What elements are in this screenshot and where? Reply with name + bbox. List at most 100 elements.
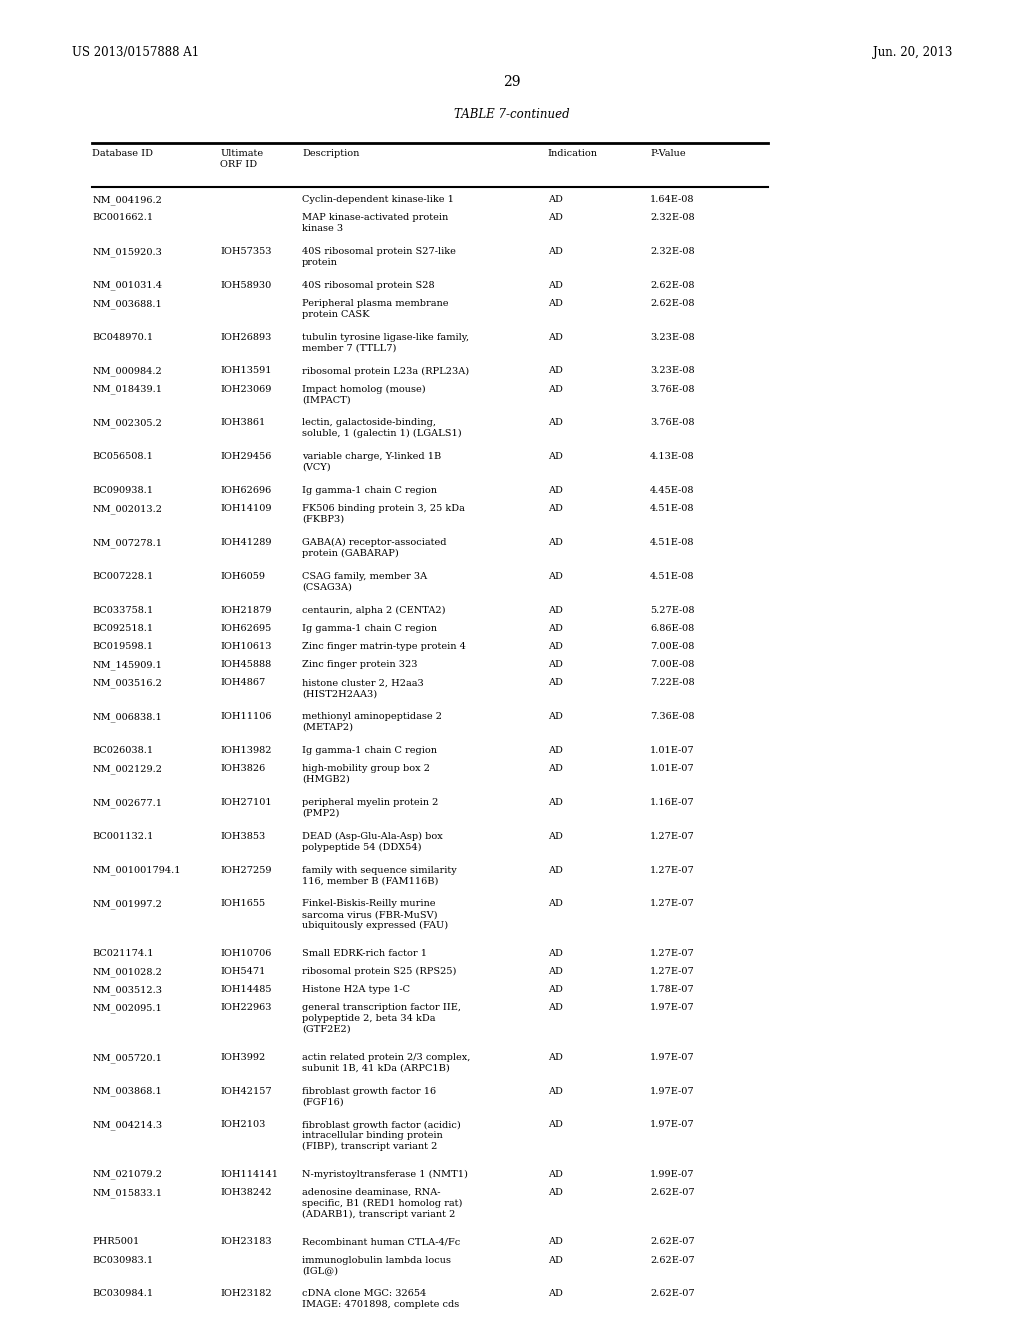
Text: 1.16E-07: 1.16E-07 <box>650 799 695 807</box>
Text: AD: AD <box>548 1053 563 1061</box>
Text: IOH58930: IOH58930 <box>220 281 271 289</box>
Text: 40S ribosomal protein S28: 40S ribosomal protein S28 <box>302 281 435 289</box>
Text: 2.62E-08: 2.62E-08 <box>650 298 694 308</box>
Text: methionyl aminopeptidase 2
(METAP2): methionyl aminopeptidase 2 (METAP2) <box>302 713 442 733</box>
Text: AD: AD <box>548 606 563 615</box>
Text: general transcription factor IIE,
polypeptide 2, beta 34 kDa
(GTF2E2): general transcription factor IIE, polype… <box>302 1003 461 1034</box>
Text: AD: AD <box>548 713 563 721</box>
Text: 1.27E-07: 1.27E-07 <box>650 949 695 958</box>
Text: BC048970.1: BC048970.1 <box>92 333 154 342</box>
Text: NM_015833.1: NM_015833.1 <box>92 1188 162 1197</box>
Text: TABLE 7-continued: TABLE 7-continued <box>455 108 569 121</box>
Text: 3.76E-08: 3.76E-08 <box>650 384 694 393</box>
Text: AD: AD <box>548 1003 563 1012</box>
Text: 4.45E-08: 4.45E-08 <box>650 486 694 495</box>
Text: AD: AD <box>548 298 563 308</box>
Text: IOH29456: IOH29456 <box>220 453 271 461</box>
Text: AD: AD <box>548 1121 563 1130</box>
Text: N-myristoyltransferase 1 (NMT1): N-myristoyltransferase 1 (NMT1) <box>302 1170 468 1179</box>
Text: 1.27E-07: 1.27E-07 <box>650 866 695 875</box>
Text: AD: AD <box>548 1237 563 1246</box>
Text: IOH57353: IOH57353 <box>220 247 271 256</box>
Text: IOH27101: IOH27101 <box>220 799 271 807</box>
Text: IOH10613: IOH10613 <box>220 642 271 651</box>
Text: NM_003512.3: NM_003512.3 <box>92 985 162 995</box>
Text: AD: AD <box>548 281 563 289</box>
Text: AD: AD <box>548 384 563 393</box>
Text: Zinc finger matrin-type protein 4: Zinc finger matrin-type protein 4 <box>302 642 466 651</box>
Text: NM_018439.1: NM_018439.1 <box>92 384 162 395</box>
Text: IOH14485: IOH14485 <box>220 985 271 994</box>
Text: AD: AD <box>548 624 563 632</box>
Text: BC030983.1: BC030983.1 <box>92 1255 154 1265</box>
Text: NM_003868.1: NM_003868.1 <box>92 1086 162 1097</box>
Text: Ig gamma-1 chain C region: Ig gamma-1 chain C region <box>302 486 437 495</box>
Text: IOH3853: IOH3853 <box>220 832 265 841</box>
Text: fibroblast growth factor (acidic)
intracellular binding protein
(FIBP), transcri: fibroblast growth factor (acidic) intrac… <box>302 1121 461 1151</box>
Text: AD: AD <box>548 985 563 994</box>
Text: AD: AD <box>548 1188 563 1197</box>
Text: NM_004196.2: NM_004196.2 <box>92 195 162 205</box>
Text: NM_002095.1: NM_002095.1 <box>92 1003 162 1014</box>
Text: AD: AD <box>548 504 563 513</box>
Text: 3.76E-08: 3.76E-08 <box>650 418 694 428</box>
Text: IOH13591: IOH13591 <box>220 367 271 375</box>
Text: IOH10706: IOH10706 <box>220 949 271 958</box>
Text: 2.62E-07: 2.62E-07 <box>650 1290 695 1299</box>
Text: BC021174.1: BC021174.1 <box>92 949 154 958</box>
Text: peripheral myelin protein 2
(PMP2): peripheral myelin protein 2 (PMP2) <box>302 799 438 818</box>
Text: NM_000984.2: NM_000984.2 <box>92 367 162 376</box>
Text: NM_006838.1: NM_006838.1 <box>92 713 162 722</box>
Text: Finkel-Biskis-Reilly murine
sarcoma virus (FBR-MuSV)
ubiquitously expressed (FAU: Finkel-Biskis-Reilly murine sarcoma viru… <box>302 899 449 931</box>
Text: IOH4867: IOH4867 <box>220 678 265 688</box>
Text: 4.51E-08: 4.51E-08 <box>650 504 694 513</box>
Text: AD: AD <box>548 213 563 222</box>
Text: Peripheral plasma membrane
protein CASK: Peripheral plasma membrane protein CASK <box>302 298 449 318</box>
Text: ribosomal protein L23a (RPL23A): ribosomal protein L23a (RPL23A) <box>302 367 469 376</box>
Text: 1.97E-07: 1.97E-07 <box>650 1053 695 1061</box>
Text: IOH26893: IOH26893 <box>220 333 271 342</box>
Text: 1.99E-07: 1.99E-07 <box>650 1170 694 1179</box>
Text: BC090938.1: BC090938.1 <box>92 486 154 495</box>
Text: centaurin, alpha 2 (CENTA2): centaurin, alpha 2 (CENTA2) <box>302 606 445 615</box>
Text: 5.27E-08: 5.27E-08 <box>650 606 694 615</box>
Text: DEAD (Asp-Glu-Ala-Asp) box
polypeptide 54 (DDX54): DEAD (Asp-Glu-Ala-Asp) box polypeptide 5… <box>302 832 442 851</box>
Text: P-Value: P-Value <box>650 149 686 158</box>
Text: BC026038.1: BC026038.1 <box>92 746 154 755</box>
Text: NM_002677.1: NM_002677.1 <box>92 799 162 808</box>
Text: IOH6059: IOH6059 <box>220 572 265 581</box>
Text: AD: AD <box>548 539 563 546</box>
Text: NM_004214.3: NM_004214.3 <box>92 1121 162 1130</box>
Text: AD: AD <box>548 949 563 958</box>
Text: AD: AD <box>548 1255 563 1265</box>
Text: IOH62696: IOH62696 <box>220 486 271 495</box>
Text: FK506 binding protein 3, 25 kDa
(FKBP3): FK506 binding protein 3, 25 kDa (FKBP3) <box>302 504 465 524</box>
Text: AD: AD <box>548 968 563 975</box>
Text: BC001662.1: BC001662.1 <box>92 213 154 222</box>
Text: NM_021079.2: NM_021079.2 <box>92 1170 162 1180</box>
Text: 1.01E-07: 1.01E-07 <box>650 746 695 755</box>
Text: IOH3861: IOH3861 <box>220 418 265 428</box>
Text: IOH22963: IOH22963 <box>220 1003 271 1012</box>
Text: fibroblast growth factor 16
(FGF16): fibroblast growth factor 16 (FGF16) <box>302 1086 436 1106</box>
Text: NM_015920.3: NM_015920.3 <box>92 247 162 256</box>
Text: immunoglobulin lambda locus
(IGL@): immunoglobulin lambda locus (IGL@) <box>302 1255 452 1275</box>
Text: Impact homolog (mouse)
(IMPACT): Impact homolog (mouse) (IMPACT) <box>302 384 426 404</box>
Text: 7.00E-08: 7.00E-08 <box>650 660 694 669</box>
Text: BC033758.1: BC033758.1 <box>92 606 154 615</box>
Text: 2.62E-07: 2.62E-07 <box>650 1255 695 1265</box>
Text: 1.97E-07: 1.97E-07 <box>650 1121 695 1130</box>
Text: CSAG family, member 3A
(CSAG3A): CSAG family, member 3A (CSAG3A) <box>302 572 427 591</box>
Text: lectin, galactoside-binding,
soluble, 1 (galectin 1) (LGALS1): lectin, galactoside-binding, soluble, 1 … <box>302 418 462 438</box>
Text: 1.97E-07: 1.97E-07 <box>650 1086 695 1096</box>
Text: IOH13982: IOH13982 <box>220 746 271 755</box>
Text: NM_003516.2: NM_003516.2 <box>92 678 162 688</box>
Text: 3.23E-08: 3.23E-08 <box>650 367 695 375</box>
Text: AD: AD <box>548 660 563 669</box>
Text: BC030984.1: BC030984.1 <box>92 1290 154 1299</box>
Text: 1.97E-07: 1.97E-07 <box>650 1003 695 1012</box>
Text: AD: AD <box>548 333 563 342</box>
Text: 1.27E-07: 1.27E-07 <box>650 968 695 975</box>
Text: AD: AD <box>548 1290 563 1299</box>
Text: NM_002129.2: NM_002129.2 <box>92 764 162 774</box>
